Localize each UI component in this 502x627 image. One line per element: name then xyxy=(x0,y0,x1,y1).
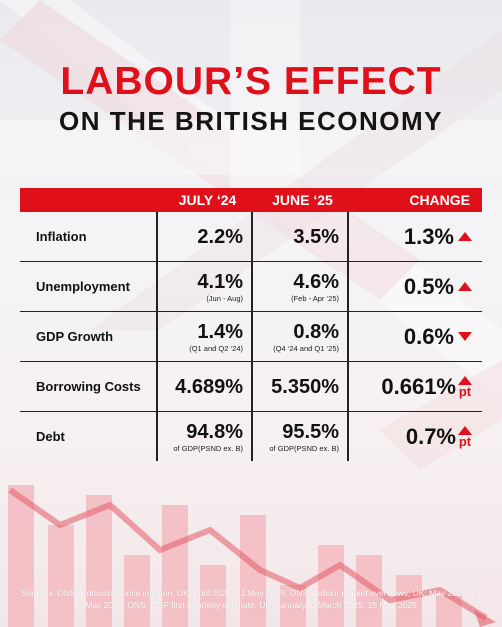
june-value: 0.8% xyxy=(293,320,339,343)
up-arrow-icon xyxy=(458,425,472,435)
row-label: Inflation xyxy=(36,229,87,244)
july-note: (Q1 and Q2 ‘24) xyxy=(189,343,243,353)
up-arrow-icon xyxy=(458,232,472,241)
change-value: 0.7% xyxy=(405,423,456,449)
row-label: Unemployment xyxy=(36,279,130,294)
june-value: 4.6% xyxy=(293,270,339,293)
header-change: CHANGE xyxy=(409,192,470,208)
pt-indicator: pt xyxy=(458,425,472,449)
table-row: GDP Growth 1.4% (Q1 and Q2 ‘24) 0.8% (Q4… xyxy=(20,312,482,362)
change-cell: 0.7% pt xyxy=(349,412,482,461)
change-value: 0.5% xyxy=(403,273,454,299)
june-cell: 4.6% (Feb - Apr ‘25) xyxy=(253,262,347,311)
unit-label: pt xyxy=(458,383,472,399)
row-label: GDP Growth xyxy=(36,329,114,344)
june-cell: 95.5% of GDP(PSND ex. B) xyxy=(253,412,347,461)
row-label: Debt xyxy=(36,429,65,444)
table-row: Unemployment 4.1% (Jun - Aug) 4.6% (Feb … xyxy=(20,262,482,312)
sources-footnote: Sources: ONS, Consumer price inflation, … xyxy=(21,588,481,610)
table-row: Borrowing Costs 4.689% 5.350% 0.661% pt xyxy=(20,362,482,412)
table-row: Debt 94.8% of GDP(PSND ex. B) 95.5% of G… xyxy=(20,412,482,461)
july-cell: 4.1% (Jun - Aug) xyxy=(158,262,251,311)
change-value: 0.6% xyxy=(403,323,454,349)
change-value: 0.661% xyxy=(381,373,456,399)
july-value: 94.8% xyxy=(186,420,243,443)
june-note: (Q4 ‘24 and Q1 ‘25) xyxy=(273,343,339,353)
july-value: 1.4% xyxy=(197,320,243,343)
july-value: 4.1% xyxy=(197,270,243,293)
june-cell: 5.350% xyxy=(253,362,347,411)
july-cell: 1.4% (Q1 and Q2 ‘24) xyxy=(158,312,251,361)
table-row: Inflation 2.2% 3.5% 1.3% xyxy=(20,212,482,262)
june-cell: 0.8% (Q4 ‘24 and Q1 ‘25) xyxy=(253,312,347,361)
june-cell: 3.5% xyxy=(253,212,347,261)
header-june-25: JUNE ‘25 xyxy=(272,192,333,208)
table-header: JULY ‘24 JUNE ‘25 CHANGE xyxy=(20,188,482,212)
change-cell: 0.6% xyxy=(349,312,482,361)
change-cell: 0.661% pt xyxy=(349,362,482,411)
change-cell: 1.3% xyxy=(349,212,482,261)
up-arrow-icon xyxy=(458,282,472,291)
change-cell: 0.5% xyxy=(349,262,482,311)
row-label: Borrowing Costs xyxy=(36,379,141,394)
july-value: 4.689% xyxy=(175,375,243,398)
july-value: 2.2% xyxy=(197,225,243,248)
july-cell: 94.8% of GDP(PSND ex. B) xyxy=(158,412,251,461)
june-value: 3.5% xyxy=(293,225,339,248)
up-arrow-icon xyxy=(458,375,472,385)
economy-table: Inflation 2.2% 3.5% 1.3% Unemployment 4.… xyxy=(20,212,482,461)
unit-label: pt xyxy=(458,433,472,449)
july-note: of GDP(PSND ex. B) xyxy=(173,443,243,453)
june-note: (Feb - Apr ‘25) xyxy=(291,293,339,303)
decorative-bar-chart xyxy=(0,470,502,627)
june-value: 95.5% xyxy=(282,420,339,443)
july-note: (Jun - Aug) xyxy=(206,293,243,303)
header-july-24: JULY ‘24 xyxy=(178,192,237,208)
change-value: 1.3% xyxy=(403,223,454,249)
down-arrow-icon xyxy=(458,332,472,341)
july-cell: 4.689% xyxy=(158,362,251,411)
page-title: LABOUR’S EFFECT xyxy=(60,60,442,103)
june-note: of GDP(PSND ex. B) xyxy=(269,443,339,453)
june-value: 5.350% xyxy=(271,375,339,398)
july-cell: 2.2% xyxy=(158,212,251,261)
pt-indicator: pt xyxy=(458,375,472,399)
page-subtitle: ON THE BRITISH ECONOMY xyxy=(58,106,443,136)
